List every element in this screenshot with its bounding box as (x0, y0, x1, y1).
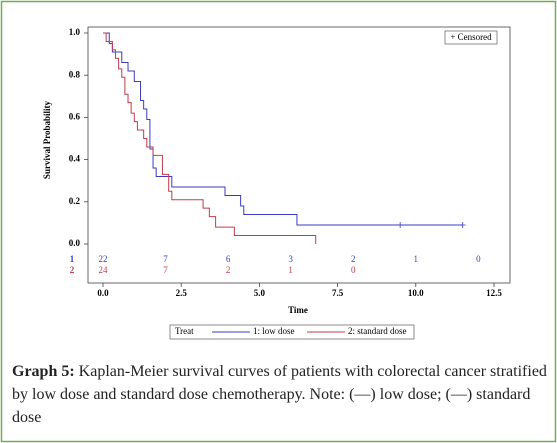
at-risk-count: 7 (163, 254, 168, 264)
at-risk-count: 24 (99, 265, 109, 275)
y-tick-label: 0.0 (69, 238, 81, 248)
at-risk-count: 1 (288, 265, 293, 275)
survival-curve (103, 32, 317, 244)
x-tick-label: 2.5 (176, 288, 188, 298)
censor-mark (397, 222, 404, 229)
at-risk-count: 7 (163, 265, 168, 275)
at-risk-count: 2 (226, 265, 231, 275)
risk-group-label: 2 (70, 265, 75, 275)
legend-label: 1: low dose (253, 326, 295, 336)
x-tick-label: 10.0 (408, 288, 424, 298)
y-axis-label: Survival Probability (42, 100, 52, 179)
survival-curve (103, 32, 463, 226)
x-tick-label: 5.0 (254, 288, 266, 298)
legend-box (169, 324, 415, 340)
risk-group-label: 1 (70, 254, 75, 264)
y-tick-label: 0.4 (69, 154, 81, 164)
censored-legend-box (444, 30, 498, 45)
at-risk-count: 3 (288, 254, 293, 264)
caption: Graph 5: Kaplan-Meier survival curves of… (12, 360, 550, 429)
at-risk-count: 6 (226, 254, 231, 264)
at-risk-count: 1 (414, 254, 419, 264)
plot-frame (87, 26, 511, 284)
caption-label: Graph 5: (12, 363, 75, 380)
at-risk-count: 0 (476, 254, 481, 264)
y-tick-label: 1.0 (69, 27, 81, 37)
y-tick-label: 0.6 (69, 111, 81, 121)
x-tick-label: 0.0 (97, 288, 109, 298)
y-tick-label: 0.8 (69, 69, 81, 79)
x-tick-label: 7.5 (332, 288, 344, 298)
censored-legend: + Censored (450, 32, 492, 42)
legend-label: 2: standard dose (348, 326, 407, 336)
at-risk-count: 2 (351, 254, 356, 264)
at-risk-count: 0 (351, 265, 356, 275)
x-axis-label: Time (288, 305, 308, 315)
y-tick-label: 0.2 (69, 196, 81, 206)
at-risk-count: 22 (99, 254, 108, 264)
x-tick-label: 12.5 (486, 288, 502, 298)
legend-title: Treat (175, 326, 194, 336)
censor-mark (459, 222, 466, 229)
caption-text: Kaplan-Meier survival curves of patients… (12, 363, 547, 426)
